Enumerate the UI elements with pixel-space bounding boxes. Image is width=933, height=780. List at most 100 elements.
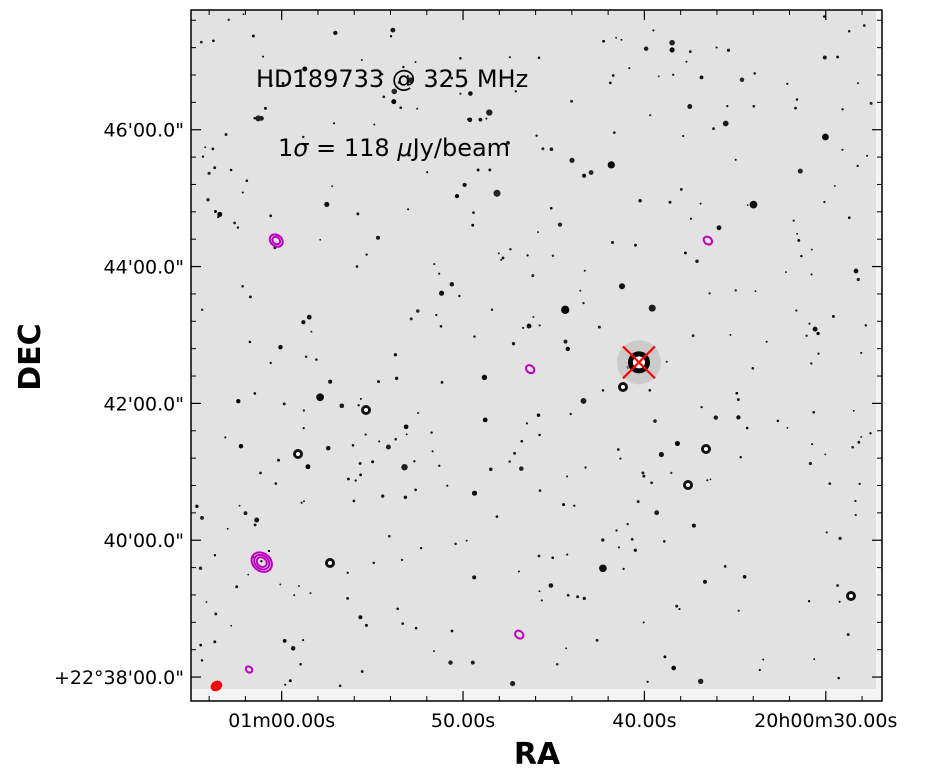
star: [352, 499, 356, 503]
star: [828, 482, 832, 485]
star: [551, 254, 555, 258]
star: [837, 676, 840, 680]
star: [506, 140, 510, 145]
star: [224, 436, 227, 439]
star: [213, 166, 217, 170]
star: [242, 13, 245, 16]
star: [358, 461, 362, 465]
bright-star-core: [296, 452, 300, 456]
star: [633, 548, 637, 552]
star: [254, 517, 260, 523]
star: [537, 56, 541, 59]
star: [304, 355, 308, 358]
star: [207, 171, 211, 175]
star: [742, 574, 747, 579]
star: [359, 473, 362, 477]
star: [648, 304, 656, 312]
star: [438, 464, 441, 468]
star: [476, 168, 480, 172]
star: [535, 134, 538, 137]
star: [459, 92, 462, 95]
star: [569, 157, 575, 163]
star: [509, 248, 512, 251]
star: [706, 479, 709, 482]
star: [817, 352, 820, 355]
star: [200, 515, 204, 520]
star: [869, 101, 873, 105]
star: [378, 440, 381, 443]
star: [278, 345, 283, 350]
star: [338, 684, 342, 688]
star: [488, 168, 492, 172]
star: [765, 340, 768, 343]
star: [274, 482, 278, 485]
star: [824, 453, 827, 456]
star: [670, 471, 673, 475]
y-tick-label: 40'00.0": [104, 530, 184, 552]
star: [810, 248, 813, 251]
star: [784, 271, 787, 274]
star: [206, 198, 210, 202]
star: [689, 217, 693, 220]
star: [619, 457, 622, 460]
star: [486, 109, 493, 116]
star: [665, 360, 668, 363]
star: [238, 504, 241, 507]
star: [607, 161, 615, 169]
star: [582, 596, 586, 601]
star: [573, 504, 576, 507]
star: [601, 389, 605, 392]
radio-contour: [525, 364, 536, 375]
star: [611, 241, 614, 244]
star: [520, 439, 524, 443]
star: [262, 55, 265, 58]
star: [776, 419, 780, 423]
star: [616, 448, 620, 451]
star: [478, 117, 483, 122]
star: [608, 81, 612, 85]
star: [751, 366, 755, 370]
star: [683, 251, 687, 255]
star: [525, 422, 529, 425]
beam-ellipse: [210, 680, 223, 692]
star: [538, 489, 542, 492]
star: [822, 55, 827, 60]
star: [471, 490, 478, 496]
star: [674, 440, 680, 446]
star: [377, 380, 380, 384]
star: [811, 443, 814, 446]
star: [712, 127, 715, 130]
star: [699, 75, 704, 80]
image-edge-right: [876, 10, 882, 691]
star: [213, 640, 217, 644]
star: [540, 599, 543, 602]
star: [562, 503, 566, 507]
star: [856, 82, 860, 85]
star: [648, 389, 652, 392]
star: [264, 106, 267, 110]
star: [749, 200, 758, 209]
star: [200, 659, 204, 662]
star: [396, 607, 400, 611]
star: [526, 323, 532, 329]
star: [294, 71, 297, 74]
radio-contour: [702, 235, 714, 246]
star: [715, 46, 718, 49]
star: [439, 325, 443, 328]
star: [241, 285, 244, 288]
star: [390, 27, 396, 33]
star: [446, 484, 449, 487]
axis-ticks: [191, 10, 882, 701]
star: [393, 353, 398, 357]
star: [807, 600, 811, 603]
star: [435, 313, 438, 317]
star: [211, 147, 215, 151]
star: [745, 426, 749, 430]
star: [797, 238, 801, 242]
star: [854, 499, 857, 503]
star: [836, 584, 840, 587]
star: [618, 283, 626, 290]
star: [737, 609, 740, 612]
star: [385, 444, 391, 450]
noise-unit: Jy/beam: [411, 134, 510, 162]
